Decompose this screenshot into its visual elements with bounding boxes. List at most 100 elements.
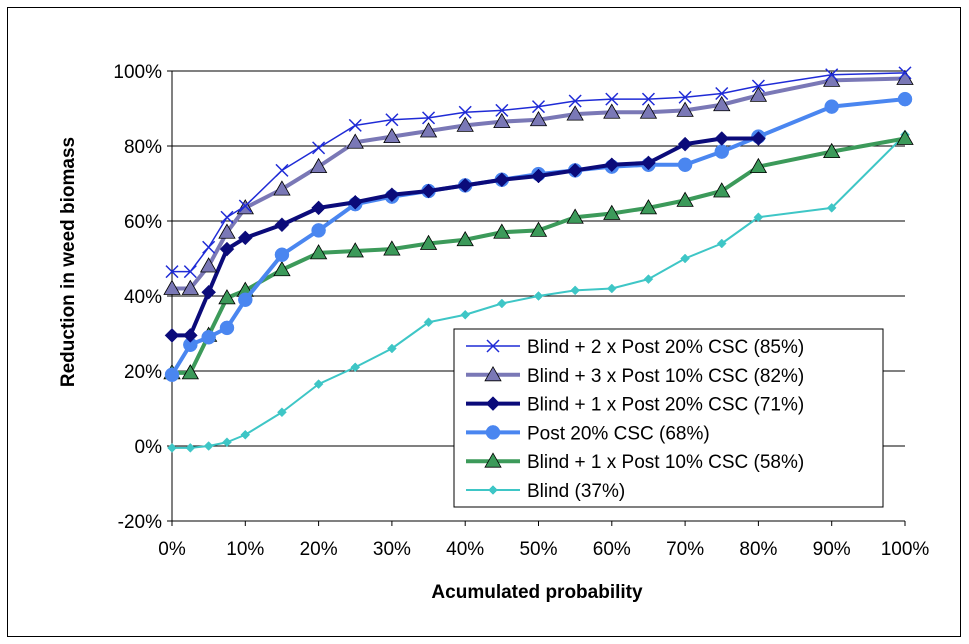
y-axis-title: Reduction in weed biomass (58, 137, 79, 387)
x-tick-label: 90% (813, 539, 851, 560)
data-point (603, 103, 621, 119)
data-point (222, 437, 232, 448)
data-point (676, 191, 694, 207)
data-point (605, 92, 619, 106)
legend-item: Blind + 3 x Post 10% CSC (82%) (466, 366, 804, 387)
y-tick-label: 60% (124, 212, 162, 233)
data-point (566, 208, 584, 224)
data-point (311, 200, 326, 216)
y-tick-label: 20% (124, 362, 162, 383)
data-point (275, 163, 289, 177)
data-point (823, 142, 841, 159)
data-point (713, 182, 731, 198)
data-point (749, 157, 768, 174)
data-point (493, 112, 511, 129)
x-tick-label: 60% (593, 539, 631, 560)
x-tick-label: 10% (226, 539, 264, 560)
data-point (488, 485, 498, 495)
data-point (714, 144, 729, 159)
data-point (385, 113, 399, 127)
legend-label: Blind + 2 x Post 20% CSC (85%) (527, 337, 804, 358)
data-point (566, 105, 584, 121)
data-point (421, 183, 436, 199)
data-point (751, 79, 765, 93)
series-layer (163, 66, 914, 453)
data-point (570, 285, 581, 296)
data-point (199, 257, 218, 273)
legend-item: Post 20% CSC (68%) (466, 423, 710, 444)
data-point (456, 230, 474, 247)
x-tick-label: 30% (373, 539, 411, 560)
x-tick-label: 70% (666, 539, 704, 560)
data-point (485, 425, 501, 440)
data-point (201, 330, 216, 345)
data-point (347, 194, 363, 210)
x-tick-label: 0% (158, 539, 186, 560)
data-point (896, 129, 914, 145)
data-point (167, 443, 177, 453)
data-point (714, 131, 730, 146)
data-point (350, 362, 361, 373)
legend-label: Post 20% CSC (68%) (527, 423, 710, 444)
data-point (677, 157, 693, 172)
data-point (641, 92, 655, 106)
data-point (218, 223, 236, 239)
data-point (220, 210, 234, 224)
data-point (419, 122, 438, 138)
data-point (898, 66, 912, 80)
data-point (422, 111, 436, 125)
data-point (182, 328, 198, 343)
data-point (311, 223, 326, 238)
data-point (484, 365, 502, 382)
data-point (387, 343, 397, 354)
data-point (238, 292, 253, 307)
data-point (219, 320, 235, 336)
data-point (240, 429, 251, 440)
data-point (716, 238, 727, 249)
data-point (676, 101, 694, 117)
data-point (384, 187, 400, 203)
data-point (163, 279, 181, 295)
x-axis-title: Acumulated probability (431, 582, 643, 603)
series-1 (165, 66, 912, 279)
data-point (485, 396, 501, 411)
x-tick-label: 100% (881, 539, 930, 560)
data-point (274, 217, 290, 233)
data-point (531, 100, 546, 114)
data-point (456, 116, 474, 132)
x-tick-label: 40% (446, 539, 484, 560)
data-point (496, 298, 507, 309)
legend-item: Blind + 2 x Post 20% CSC (85%) (466, 337, 804, 358)
data-point (529, 221, 548, 237)
data-point (531, 168, 546, 184)
data-point (312, 141, 326, 155)
y-tick-label: 0% (135, 437, 163, 458)
data-point (639, 103, 658, 119)
data-point (494, 172, 510, 188)
data-point (495, 103, 509, 117)
y-tick-label: -20% (118, 512, 162, 533)
data-point (533, 291, 544, 301)
data-point (423, 317, 434, 328)
line-chart: 100% 80% 60% 40% 20% 0% -20% 0% 10% 20% 30% 40% 50%… (58, 62, 930, 603)
data-point (458, 105, 472, 119)
data-point (677, 136, 693, 152)
legend: Blind + 2 x Post 20% CSC (85%) Blind + 3 … (453, 328, 884, 508)
data-point (897, 91, 913, 107)
data-point (484, 452, 502, 468)
series-6 (167, 129, 910, 453)
y-tick-label: 40% (124, 287, 162, 308)
data-point (313, 379, 324, 389)
data-point (639, 199, 658, 215)
x-tick-label: 50% (519, 539, 557, 560)
data-point (202, 240, 216, 254)
data-point (203, 441, 214, 451)
data-point (753, 212, 764, 223)
data-point (824, 99, 839, 114)
data-point (201, 284, 217, 300)
data-point (383, 127, 401, 144)
legend-item: Blind + 1 x Post 10% CSC (58%) (466, 452, 804, 473)
data-point (348, 118, 362, 132)
x-tick-label: 80% (739, 539, 777, 560)
data-point (309, 244, 328, 260)
